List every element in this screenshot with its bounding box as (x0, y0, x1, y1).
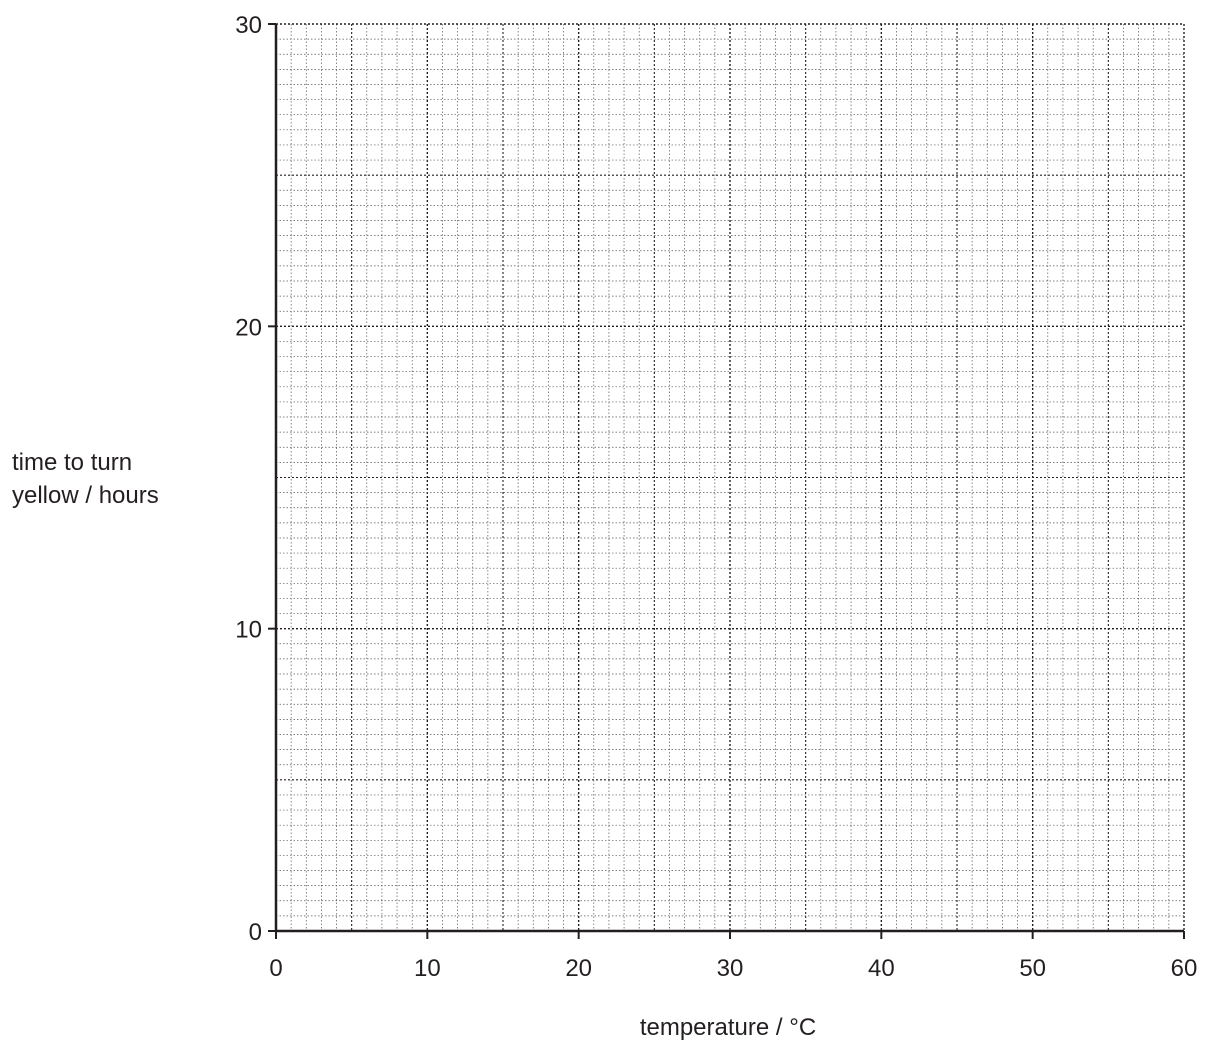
x-tick-label: 30 (717, 955, 744, 982)
y-tick-label: 10 (235, 617, 262, 644)
ticks: 0 10 20 30 40 50 60 0 10 20 30 (235, 12, 1197, 982)
x-tick-label: 0 (269, 955, 282, 982)
x-tick-label: 40 (868, 955, 895, 982)
y-axis-label-line-1: time to turn (12, 449, 132, 476)
grid (275, 23, 1185, 932)
x-axis-label: temperature / °C (640, 1014, 816, 1041)
y-tick-label: 20 (235, 314, 262, 341)
x-tick-label: 10 (414, 955, 441, 982)
y-tick-label: 30 (235, 12, 262, 39)
x-tick-label: 50 (1019, 955, 1046, 982)
x-tick-label: 20 (565, 955, 592, 982)
y-tick-label: 0 (249, 919, 262, 946)
y-axis-label-line-2: yellow / hours (12, 482, 159, 509)
x-tick-label: 60 (1171, 955, 1198, 982)
